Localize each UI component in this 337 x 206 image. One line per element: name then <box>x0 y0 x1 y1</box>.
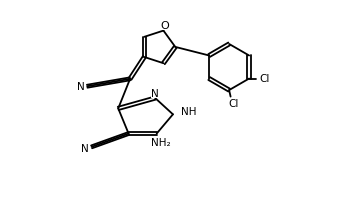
Text: NH₂: NH₂ <box>151 138 171 148</box>
Text: Cl: Cl <box>228 99 239 109</box>
Text: N: N <box>77 82 85 92</box>
Text: O: O <box>160 21 169 30</box>
Text: Cl: Cl <box>259 74 270 84</box>
Text: N: N <box>151 88 159 98</box>
Text: NH: NH <box>181 107 197 117</box>
Text: N: N <box>81 144 89 154</box>
